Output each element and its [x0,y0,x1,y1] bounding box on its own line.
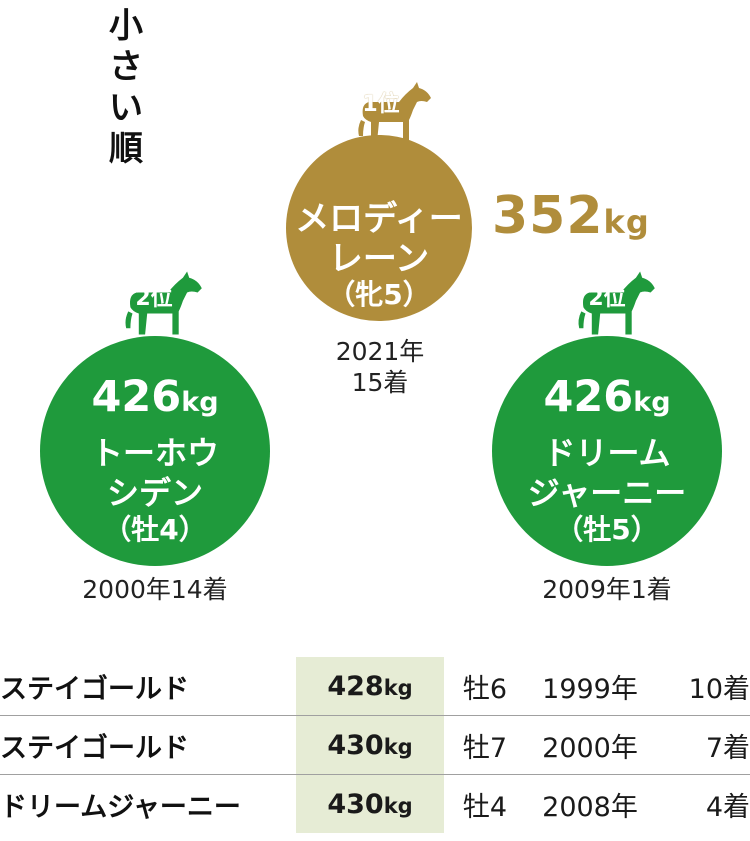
page-title-text: 小さい順 [109,6,143,169]
horse-icon [125,271,202,335]
table-row: ステイゴールド 430kg 牡7 2000年 7着 [0,715,750,775]
second-right-name-line2: ジャーニー [527,474,687,512]
horse-icon [358,82,431,142]
rank-badge-2-left: 2位 [126,280,182,312]
table-row: ドリームジャーニー 430kg 牡4 2008年 4着 [0,774,750,833]
second-left-circle: 426kg トーホウ シデン （牡4） [40,336,270,566]
second-right-weight-unit: kg [633,387,671,418]
first-finish: 15着 [351,368,409,397]
second-left-weight-unit: kg [181,387,219,418]
row-weight: 430kg [296,715,444,775]
second-right-weight: 426kg [492,372,722,422]
rank-2-right-label: 2位 [588,286,626,311]
row-year: 2000年 [542,732,638,764]
second-right-circle: 426kg ドリーム ジャーニー （牡5） [492,336,722,566]
row-weight-value: 428 [327,670,384,702]
row-weight: 428kg [296,657,444,716]
row-finish: 10着 [688,673,750,705]
row-year: 1999年 [542,673,638,705]
row-weight-value: 430 [327,729,384,761]
second-left-name-line2: シデン [106,474,203,512]
first-weight-unit: kg [603,203,650,241]
table-row: ステイゴールド 428kg 牡6 1999年 10着 [0,657,750,716]
row-finish: 7着 [705,732,750,764]
row-finish: 4着 [705,791,750,823]
row-name: ステイゴールド [0,673,189,705]
second-left-sex-age: （牡4） [103,513,207,546]
first-name-line2: レーン [328,239,430,279]
row-weight: 430kg [296,774,444,833]
row-sex-age: 牡6 [462,673,508,705]
rank-2-left-label: 2位 [135,286,173,311]
second-left-name-line1: トーホウ [90,434,219,472]
row-year: 2008年 [542,791,638,823]
row-name: ドリームジャーニー [0,791,241,823]
row-weight-value: 430 [327,788,384,820]
second-right-name-line1: ドリーム [543,434,671,472]
second-left-weight-value: 426 [91,372,182,422]
first-place-circle: メロディー レーン （牝5） [286,135,472,321]
second-right-weight-value: 426 [543,372,634,422]
row-sex-age: 牡7 [462,732,508,764]
first-weight-value: 352 [492,186,604,246]
ranking-table: ステイゴールド 428kg 牡6 1999年 10着 ステイゴールド 430kg… [0,657,750,833]
horse-icon [578,271,655,335]
row-weight-unit: kg [383,734,413,759]
row-weight-unit: kg [383,675,413,700]
second-left-weight: 426kg [40,372,270,422]
row-weight-unit: kg [383,793,413,818]
row-sex-age: 牡4 [462,791,508,823]
rank-1-label: 1位 [362,92,400,117]
rank-badge-2-right: 2位 [579,280,635,312]
row-name: ステイゴールド [0,732,189,764]
rank-badge-1: 1位 [357,86,405,118]
first-year: 2021年 [335,337,425,366]
first-weight: 352kg [492,186,650,246]
first-sex-age: （牝5） [327,278,431,311]
second-right-record: 2009年1着 [542,575,672,604]
first-record: 2021年 15着 [300,336,460,398]
second-left-record: 2000年14着 [82,575,228,604]
second-right-sex-age: （牡5） [555,513,659,546]
first-name-line1: メロディー [295,199,463,239]
page-title: 小さい順 [103,6,149,170]
